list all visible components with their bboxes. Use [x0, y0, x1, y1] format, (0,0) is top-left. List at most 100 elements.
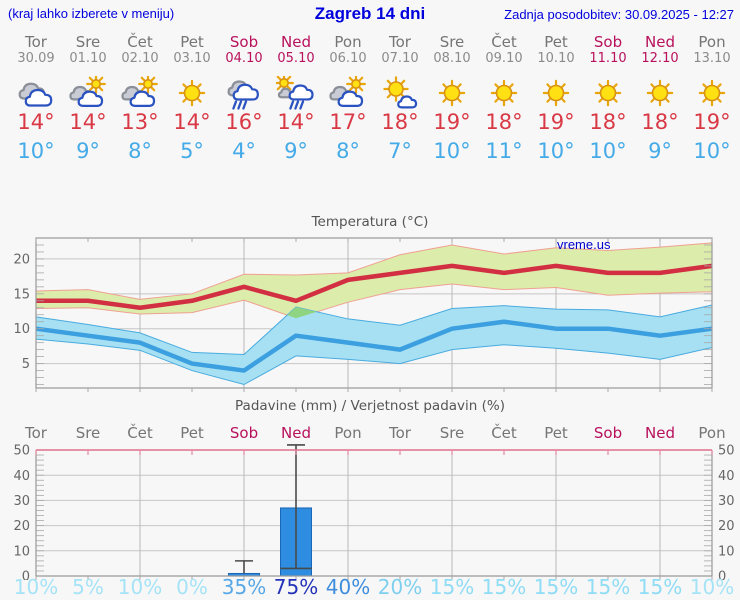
day-name: Ned: [645, 33, 675, 51]
precip-ytick-label-right: 20: [718, 519, 735, 534]
tmin-value: 4°: [232, 139, 256, 163]
tmax-value: 19°: [433, 110, 471, 134]
precip-day-label: Pon: [334, 424, 362, 442]
tmin-value: 10°: [537, 139, 575, 163]
tmin-value: 11°: [485, 139, 523, 163]
tmin-value: 10°: [589, 139, 627, 163]
day-date: 10.10: [537, 51, 575, 66]
day-date: 07.10: [381, 51, 419, 66]
day-date: 04.10: [225, 51, 263, 66]
tmax-value: 18°: [381, 110, 419, 134]
weather-icon-cell: [484, 76, 524, 110]
tmin-value: 10°: [433, 139, 471, 163]
day-name: Čet: [127, 33, 153, 51]
day-date: 09.10: [485, 51, 523, 66]
precip-day-label: Sob: [229, 424, 259, 442]
precip-probability-value: 75%: [273, 575, 319, 599]
sunny-weather-icon: [178, 79, 206, 107]
tmax-value: 13°: [121, 110, 159, 134]
precip-day-label: Čet: [491, 424, 517, 442]
rain-weather-icon: [227, 80, 259, 110]
cloudy-weather-icon: [18, 82, 53, 107]
precip-ytick-label-left: 30: [13, 494, 30, 509]
sunny-weather-icon: [698, 79, 726, 107]
precip-probability-value: 15%: [429, 575, 475, 599]
weather-icon-cell: [380, 76, 420, 110]
precip-probability-value: 40%: [325, 575, 371, 599]
weather-icon-cell: [640, 76, 680, 110]
temp-ytick-label: 5: [22, 357, 30, 372]
precip-ytick-label-left: 40: [13, 469, 30, 484]
precip-ytick-label-right: 0: [718, 570, 726, 580]
precip-ytick-label-right: 10: [718, 544, 735, 559]
tmax-value: 14°: [173, 110, 211, 134]
weather-icon-cell: [692, 76, 732, 110]
tmax-value: 14°: [17, 110, 55, 134]
day-date: 13.10: [693, 51, 731, 66]
precipitation-chart: 0 0 10 10 20 20 30 30 40 40 50 50: [13, 444, 735, 580]
precip-probability-value: 15%: [481, 575, 527, 599]
precip-probability-value: 10%: [13, 575, 59, 599]
temperature-chart: 5 10 15 20: [13, 237, 713, 392]
precip-day-label: Pet: [544, 424, 568, 442]
tmax-value: 17°: [329, 110, 367, 134]
sun-cloud-weather-icon: [383, 76, 418, 109]
precip-ytick-label-right: 40: [718, 469, 735, 484]
tmax-value: 18°: [485, 110, 523, 134]
precip-day-label: Ned: [281, 424, 311, 442]
precip-day-label: Sob: [593, 424, 623, 442]
temp-ytick-label: 15: [13, 287, 30, 302]
day-name: Čet: [491, 33, 517, 51]
day-name: Pet: [180, 33, 204, 51]
menu-hint-text: (kraj lahko izberete v meniju): [8, 6, 175, 21]
tmin-value: 8°: [128, 139, 152, 163]
weather-icon-cell: [120, 76, 160, 110]
tmin-value: 7°: [388, 139, 412, 163]
sunny-weather-icon: [646, 79, 674, 107]
temp-ytick-label: 10: [13, 322, 30, 337]
day-date: 02.10: [121, 51, 159, 66]
day-name: Tor: [389, 33, 411, 51]
tmin-value: 9°: [284, 139, 308, 163]
precip-probability-value: 20%: [377, 575, 423, 599]
tmax-value: 16°: [225, 110, 263, 134]
weather-icon-cell: [68, 76, 108, 110]
precip-day-label: Pon: [698, 424, 726, 442]
day-date: 06.10: [329, 51, 367, 66]
precip-day-label: Čet: [127, 424, 153, 442]
precip-probability-value: 15%: [585, 575, 631, 599]
weather-icon-cell: [224, 76, 264, 110]
sunny-weather-icon: [594, 79, 622, 107]
precip-ytick-label-left: 20: [13, 519, 30, 534]
precip-ytick-label-left: 10: [13, 544, 30, 559]
day-name: Ned: [281, 33, 311, 51]
tmax-value: 18°: [641, 110, 679, 134]
precip-probability-value: 35%: [221, 575, 267, 599]
day-date: 30.09: [17, 51, 55, 66]
temp-ytick-label: 20: [13, 252, 30, 267]
day-name: Sre: [75, 33, 101, 51]
page-header: (kraj lahko izberete v meniju) Zagreb 14…: [0, 0, 740, 28]
precip-probability-value: 0%: [176, 575, 208, 599]
tmax-value: 19°: [537, 110, 575, 134]
tmin-value: 5°: [180, 139, 204, 163]
last-update-text: Zadnja posodobitev: 30.09.2025 - 12:27: [504, 7, 734, 22]
precip-day-label: Tor: [25, 424, 47, 442]
sunny-weather-icon: [490, 79, 518, 107]
weather-icon-cell: [536, 76, 576, 110]
partly-weather-icon: [69, 76, 106, 107]
sun-rain-weather-icon: [276, 76, 314, 110]
day-date: 01.10: [69, 51, 107, 66]
weather-icon-cell: [432, 76, 472, 110]
tmin-value: 10°: [693, 139, 731, 163]
vreme-us-watermark-link[interactable]: vreme.us: [557, 237, 611, 252]
sunny-weather-icon: [542, 79, 570, 107]
precip-probability-value: 5%: [72, 575, 104, 599]
day-date: 12.10: [641, 51, 679, 66]
day-name: Pet: [544, 33, 568, 51]
day-date: 05.10: [277, 51, 315, 66]
tmax-value: 19°: [693, 110, 731, 134]
precipitation-chart-title: Padavine (mm) / Verjetnost padavin (%): [235, 398, 505, 414]
tmin-value: 9°: [648, 139, 672, 163]
